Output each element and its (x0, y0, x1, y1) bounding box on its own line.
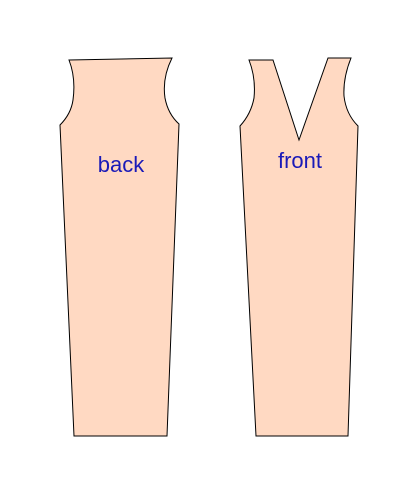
front-piece-outline (239, 57, 359, 437)
front-label: front (278, 148, 322, 173)
back-label: back (98, 152, 145, 177)
back-piece: back (59, 57, 180, 437)
front-piece: front (239, 57, 359, 437)
back-piece-outline (59, 57, 180, 437)
